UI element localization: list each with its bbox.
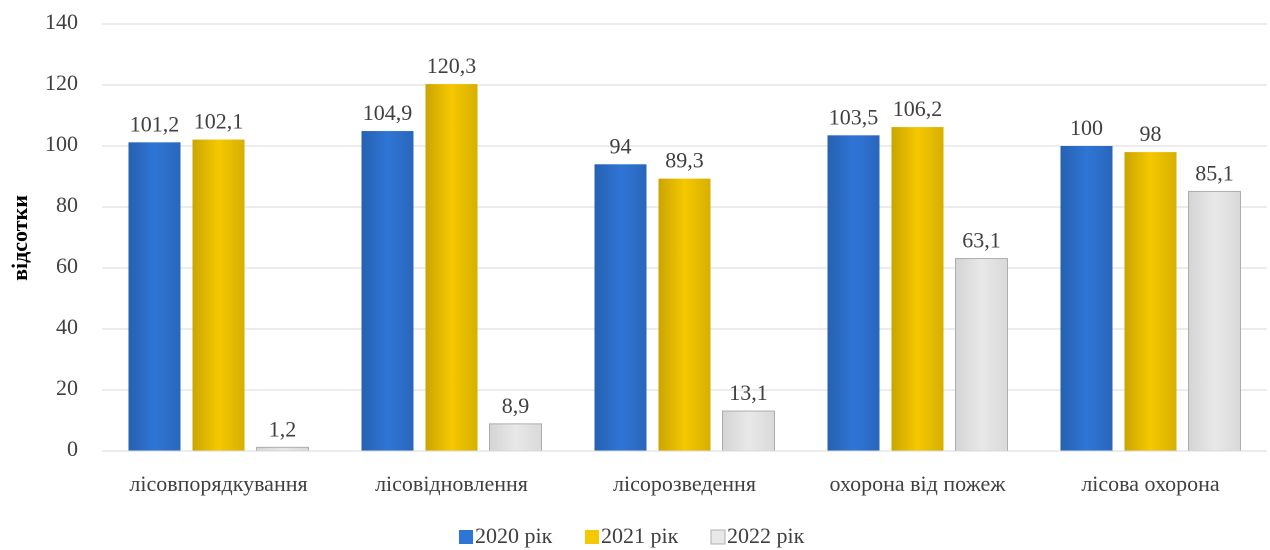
y-tick-label: 140 [45, 9, 78, 34]
bar [256, 446, 309, 452]
bar [891, 127, 944, 451]
bar [594, 164, 647, 452]
data-label: 89,3 [665, 148, 704, 173]
bar [722, 410, 775, 452]
data-label: 106,2 [893, 96, 943, 121]
legend-label: 2021 рік [601, 523, 679, 548]
bar [1188, 190, 1241, 452]
data-label: 94 [610, 133, 632, 158]
bar [1060, 146, 1113, 451]
legend-label: 2022 рік [727, 523, 805, 548]
data-label: 1,2 [269, 416, 297, 441]
bar [827, 135, 880, 451]
bar [955, 258, 1008, 452]
y-tick-label: 40 [56, 314, 78, 339]
x-tick-label: лісовпорядкування [129, 471, 307, 496]
y-tick-label: 120 [45, 70, 78, 95]
data-label: 104,9 [363, 100, 413, 125]
data-label: 85,1 [1195, 160, 1234, 185]
data-label: 101,2 [130, 111, 180, 136]
legend-swatch [585, 530, 599, 544]
bar [1124, 152, 1177, 451]
data-label: 8,9 [502, 393, 530, 418]
bar [658, 178, 711, 451]
data-label: 120,3 [427, 53, 477, 78]
y-tick-label: 20 [56, 375, 78, 400]
bar [489, 423, 542, 452]
bar [192, 139, 245, 451]
y-tick-label: 80 [56, 192, 78, 217]
y-tick-label: 100 [45, 131, 78, 156]
bar [128, 142, 181, 451]
legend-swatch [710, 529, 726, 545]
legend-label: 2020 рік [475, 523, 553, 548]
x-tick-label: охорона від пожеж [830, 471, 1007, 496]
x-tick-label: лісова охорона [1081, 471, 1220, 496]
legend-swatch [459, 530, 473, 544]
data-label: 98 [1140, 121, 1162, 146]
data-label: 13,1 [729, 380, 768, 405]
y-tick-label: 0 [67, 436, 78, 461]
bar [425, 84, 478, 452]
y-axis-label: відсотки [7, 195, 32, 281]
data-label: 100 [1070, 115, 1103, 140]
x-tick-label: лісорозведення [613, 471, 756, 496]
bar [361, 131, 414, 451]
data-label: 103,5 [829, 104, 879, 129]
x-tick-label: лісовідновлення [375, 471, 528, 496]
data-label: 102,1 [194, 109, 244, 134]
data-label: 63,1 [962, 228, 1001, 253]
y-tick-label: 60 [56, 253, 78, 278]
